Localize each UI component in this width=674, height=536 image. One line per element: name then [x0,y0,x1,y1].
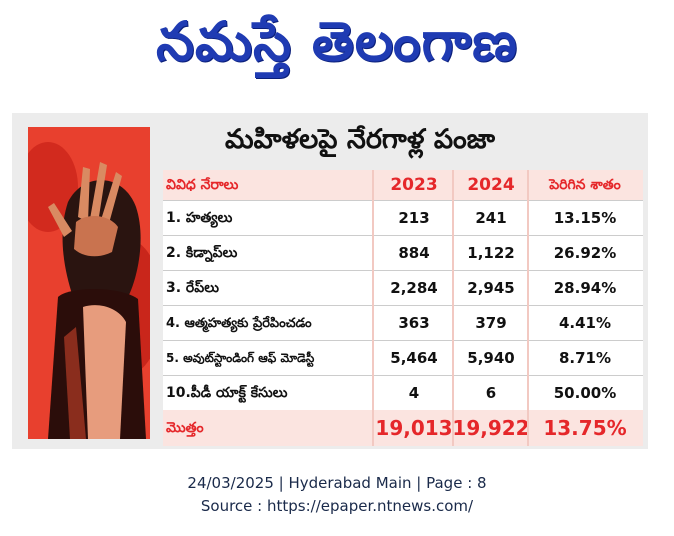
column-divider [452,170,454,446]
value-2023-cell: 2,284 [390,279,438,297]
value-2023-cell: 363 [398,314,430,332]
crime-type-cell: 4. ఆత్మహత్యకు ప్రేరేపించడం [166,316,312,331]
header-crime-types: వివిధ నేరాలు [166,177,239,193]
table-row: 4. ఆత్మహత్యకు ప్రేరేపించడం 363 379 4.41% [163,305,643,340]
value-2024-cell: 379 [475,314,507,332]
crime-type-cell: 1. హత్యలు [166,210,233,226]
value-2023-cell: 884 [398,244,430,262]
value-2024-cell: 241 [475,209,507,227]
crime-statistics-table: వివిధ నేరాలు 2023 2024 పెరిగిన శాతం 1. హ… [163,170,643,446]
footer-edition-line: 24/03/2025 | Hyderabad Main | Page : 8 [187,474,487,492]
total-label: మొత్తం [166,420,204,436]
article-headline: మహిళలపై నేరగాళ్ల పంజా [225,124,495,155]
value-2024-cell: 6 [485,384,497,402]
table-total-row: మొత్తం 19,013 19,922 13.75% [163,410,643,446]
value-2023-cell: 4 [408,384,420,402]
footer-source-line: Source : https://epaper.ntnews.com/ [200,497,474,515]
value-2023-cell: 213 [398,209,430,227]
increase-percent-cell: 28.94% [553,279,617,297]
table-row: 3. రేప్‌లు 2,284 2,945 28.94% [163,270,643,305]
crime-type-cell: 5. అవుట్‌స్టాండింగ్ ఆఫ్ మోడెస్టీ [166,351,315,365]
crime-type-cell: 10.పీడీ యాక్ట్ కేసులు [166,385,288,401]
total-2023: 19,013 [375,416,453,440]
crime-type-cell: 2. కిడ్నాప్‌లు [166,245,238,261]
column-divider [527,170,529,446]
total-2024: 19,922 [452,416,530,440]
value-2024-cell: 5,940 [467,349,515,367]
table-row: 5. అవుట్‌స్టాండింగ్ ఆఫ్ మోడెస్టీ 5,464 5… [163,340,643,375]
increase-percent-cell: 8.71% [558,349,612,367]
header-increase-percent: పెరిగిన శాతం [549,177,621,193]
table-header-row: వివిధ నేరాలు 2023 2024 పెరిగిన శాతం [163,170,643,200]
header-year-2023: 2023 [390,175,438,195]
value-2024-cell: 2,945 [467,279,515,297]
value-2023-cell: 5,464 [390,349,438,367]
column-divider [372,170,374,446]
table-row: 10.పీడీ యాక్ట్ కేసులు 4 6 50.00% [163,375,643,410]
total-increase-percent: 13.75% [543,416,627,440]
article-photo [28,127,150,439]
value-2024-cell: 1,122 [467,244,515,262]
increase-percent-cell: 50.00% [553,384,617,402]
crime-type-cell: 3. రేప్‌లు [166,280,219,296]
table-row: 1. హత్యలు 213 241 13.15% [163,200,643,235]
newspaper-masthead: నమస్తే తెలంగాణ [156,10,518,73]
increase-percent-cell: 26.92% [553,244,617,262]
increase-percent-cell: 4.41% [558,314,612,332]
table-row: 2. కిడ్నాప్‌లు 884 1,122 26.92% [163,235,643,270]
increase-percent-cell: 13.15% [553,209,617,227]
header-year-2024: 2024 [467,175,515,195]
